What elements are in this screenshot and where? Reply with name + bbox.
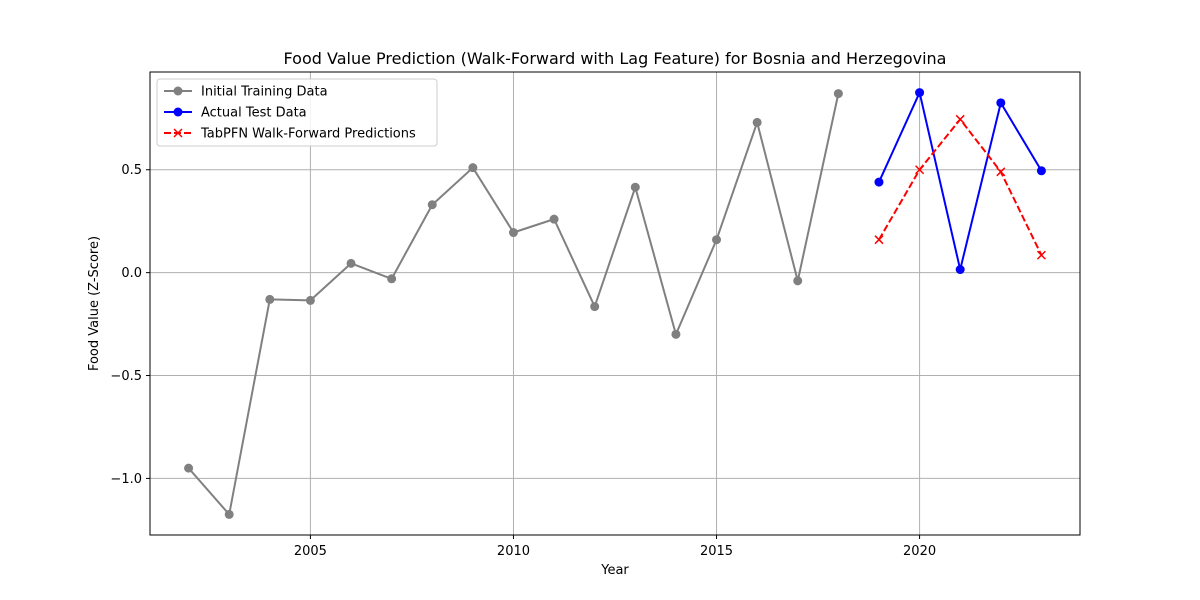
legend-box [156,78,438,147]
y-tick-label: 0.0 [121,266,142,281]
legend-marker [173,128,183,138]
series-2 [874,114,1046,260]
series-layer [184,88,1046,519]
data-point [427,200,437,210]
data-point [224,509,234,519]
x-tick-label: 2010 [497,544,530,559]
data-point [184,463,194,473]
y-axis-title: Food Value (Z-Score) [87,236,102,371]
legend-label: TabPFN Walk-Forward Predictions [200,127,416,142]
legend-item: TabPFN Walk-Forward Predictions [164,127,416,142]
plot-frame [149,71,1081,536]
data-point [1036,250,1046,260]
data-point [712,235,722,245]
data-point [590,302,600,312]
axis-ticks: 2005 2010 2015 2020 −1.0 −0.5 0.0 0.5 [110,163,936,559]
data-point [752,117,762,127]
data-point [549,214,559,224]
data-point [955,114,965,124]
data-point [630,182,640,192]
legend-label: Initial Training Data [201,85,328,100]
data-point [305,295,315,305]
data-point [508,228,518,238]
data-point [874,235,884,245]
grid-lines [150,72,1080,535]
data-point [387,274,397,284]
data-point [915,165,925,175]
legend-marker [173,86,183,96]
legend-marker [173,107,183,117]
data-point [468,163,478,173]
series-0 [184,89,843,519]
series-1 [874,88,1046,275]
x-tick-label: 2005 [294,544,327,559]
data-point [996,98,1006,108]
data-point [996,167,1006,177]
data-point [874,177,884,187]
legend-item: Actual Test Data [164,106,307,121]
y-tick-label: 0.5 [121,163,142,178]
legend-label: Actual Test Data [201,106,307,121]
data-point [833,89,843,99]
data-point [793,276,803,286]
data-point [265,294,275,304]
y-tick-label: −1.0 [110,472,142,487]
data-point [671,329,681,339]
x-axis-title: Year [600,563,629,578]
data-point [1036,166,1046,176]
data-point [915,88,925,98]
chart-title: Food Value Prediction (Walk-Forward with… [284,49,947,68]
legend-item: Initial Training Data [164,85,328,100]
y-tick-label: −0.5 [110,369,142,384]
x-tick-label: 2015 [700,544,733,559]
data-point [346,258,356,268]
x-tick-label: 2020 [903,544,936,559]
legend: Initial Training Data Actual Test Data Tab… [156,78,438,147]
data-point [955,265,965,275]
